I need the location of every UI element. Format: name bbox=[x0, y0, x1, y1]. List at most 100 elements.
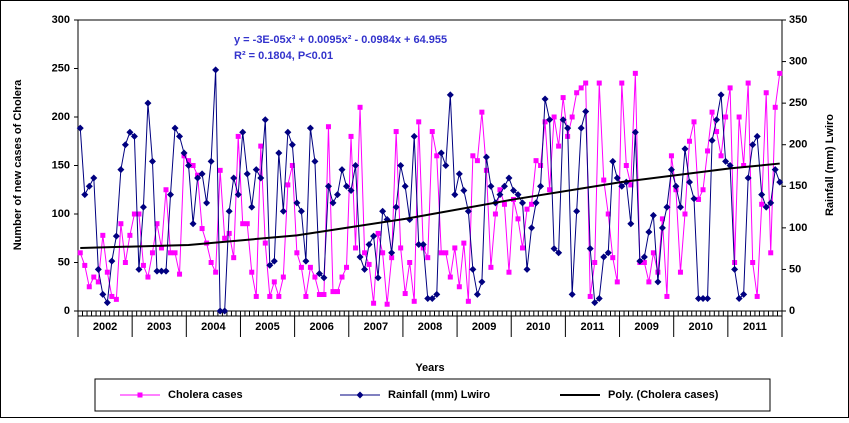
point-square bbox=[425, 255, 431, 261]
point-square bbox=[276, 293, 282, 299]
point-square bbox=[556, 143, 562, 149]
point-square bbox=[569, 114, 575, 120]
point-diamond bbox=[397, 162, 405, 169]
point-diamond bbox=[771, 166, 779, 174]
y2-tick-label: 350 bbox=[789, 14, 807, 26]
point-square bbox=[754, 293, 760, 299]
point-diamond bbox=[473, 290, 481, 298]
y-tick-label: 0 bbox=[64, 305, 70, 317]
point-diamond bbox=[410, 132, 418, 140]
x-group-label: 2009 bbox=[472, 321, 496, 333]
point-diamond bbox=[722, 157, 730, 165]
point-square bbox=[262, 240, 268, 246]
point-diamond bbox=[600, 253, 608, 261]
point-square bbox=[389, 255, 395, 261]
y-tick-label: 300 bbox=[52, 14, 70, 26]
point-diamond bbox=[270, 257, 278, 265]
point-diamond bbox=[546, 116, 554, 124]
point-diamond bbox=[415, 240, 423, 248]
point-diamond bbox=[320, 274, 328, 282]
point-diamond bbox=[559, 116, 567, 124]
point-square bbox=[736, 114, 742, 120]
point-square bbox=[614, 279, 620, 285]
point-square bbox=[479, 109, 485, 115]
point-diamond bbox=[528, 224, 536, 232]
point-square bbox=[172, 250, 178, 256]
point-diamond bbox=[591, 299, 599, 307]
x-group-label: 2010 bbox=[689, 321, 713, 333]
point-diamond bbox=[275, 149, 283, 157]
point-diamond bbox=[126, 128, 134, 136]
point-square bbox=[235, 133, 241, 139]
point-diamond bbox=[148, 157, 156, 165]
point-diamond bbox=[640, 253, 648, 261]
point-square bbox=[95, 279, 101, 285]
point-square bbox=[137, 392, 143, 398]
point-diamond bbox=[112, 232, 120, 240]
point-diamond bbox=[234, 191, 242, 199]
point-square bbox=[168, 250, 174, 256]
point-diamond bbox=[555, 249, 563, 257]
point-diamond bbox=[121, 141, 129, 149]
point-square bbox=[149, 250, 155, 256]
point-diamond bbox=[762, 203, 770, 211]
point-square bbox=[339, 274, 345, 280]
y-tick-label: 150 bbox=[52, 159, 70, 171]
point-diamond bbox=[333, 191, 341, 199]
point-diamond bbox=[293, 199, 301, 207]
point-diamond bbox=[401, 182, 409, 190]
point-diamond bbox=[690, 195, 698, 203]
point-square bbox=[709, 109, 715, 115]
point-square bbox=[298, 264, 304, 270]
point-square bbox=[664, 293, 670, 299]
point-diamond bbox=[519, 199, 527, 207]
point-square bbox=[560, 95, 566, 101]
point-square bbox=[452, 245, 458, 251]
point-square bbox=[632, 70, 638, 76]
x-group-label: 2004 bbox=[201, 321, 226, 333]
point-diamond bbox=[207, 157, 215, 165]
point-diamond bbox=[442, 162, 450, 169]
point-diamond bbox=[216, 307, 224, 315]
point-square bbox=[136, 211, 142, 217]
point-diamond bbox=[636, 257, 644, 265]
x-group-label: 2005 bbox=[255, 321, 279, 333]
point-diamond bbox=[212, 66, 220, 74]
point-diamond bbox=[645, 228, 653, 236]
point-diamond bbox=[758, 191, 766, 199]
point-diamond bbox=[649, 211, 657, 219]
point-square bbox=[217, 167, 223, 173]
point-square bbox=[538, 163, 544, 168]
point-diamond bbox=[180, 149, 188, 157]
point-diamond bbox=[446, 91, 454, 99]
point-square bbox=[104, 269, 110, 275]
point-square bbox=[461, 240, 467, 246]
point-diamond bbox=[460, 186, 468, 194]
point-diamond bbox=[654, 278, 662, 286]
y-tick-label: 50 bbox=[58, 256, 70, 268]
point-square bbox=[443, 250, 449, 256]
point-square bbox=[312, 274, 318, 280]
x-group-label: 2009 bbox=[634, 321, 658, 333]
point-square bbox=[601, 177, 607, 183]
point-diamond bbox=[347, 186, 355, 194]
point-diamond bbox=[713, 116, 721, 124]
point-square bbox=[515, 216, 521, 222]
point-square bbox=[763, 90, 769, 96]
point-square bbox=[533, 158, 539, 164]
point-diamond bbox=[90, 174, 98, 182]
point-diamond bbox=[667, 166, 675, 174]
point-square bbox=[140, 262, 146, 268]
legend-box bbox=[94, 378, 771, 412]
point-square bbox=[213, 269, 219, 275]
point-square bbox=[294, 250, 300, 256]
y2-tick-label: 50 bbox=[789, 263, 801, 275]
point-diamond bbox=[243, 170, 251, 178]
point-square bbox=[348, 133, 354, 139]
point-diamond bbox=[455, 170, 463, 178]
point-diamond bbox=[284, 128, 292, 136]
point-square bbox=[222, 235, 228, 241]
point-square bbox=[208, 260, 214, 265]
y2-tick-label: 100 bbox=[789, 222, 807, 234]
